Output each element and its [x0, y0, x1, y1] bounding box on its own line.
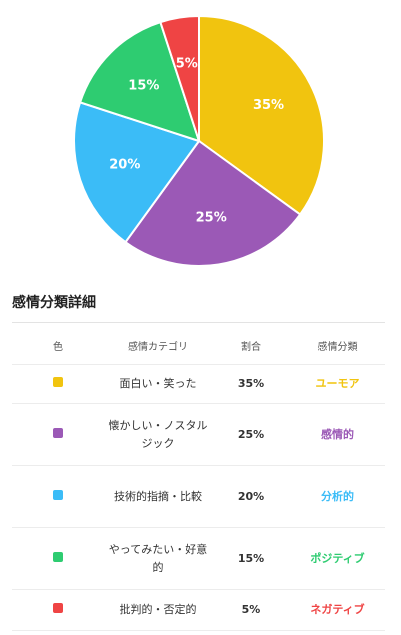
pie-slice-2 [124, 139, 302, 267]
color-swatch [53, 551, 63, 562]
header-class: 感情分類 [290, 326, 385, 365]
slice-data-label: 5% [176, 56, 198, 71]
header-percent: 割合 [212, 326, 290, 365]
header-category: 感情カテゴリ [104, 326, 212, 365]
header-color: 色 [12, 326, 104, 365]
color-swatch [53, 427, 63, 438]
table-row: 技術的指摘・比較 20% 分析的 [12, 465, 385, 528]
pie-slice-3 [73, 101, 201, 244]
slice-data-label: 35% [253, 98, 284, 113]
section-divider [12, 322, 385, 323]
class-cell: ポジティブ [290, 527, 385, 590]
percent-cell: 25% [212, 403, 290, 466]
color-swatch [53, 603, 63, 613]
table-row: 懐かしい・ノスタルジック 25% 感情的 [12, 403, 385, 466]
class-cell: 分析的 [290, 465, 385, 528]
class-cell: ネガティブ [290, 589, 385, 631]
emotion-detail-table: 色 感情カテゴリ 割合 感情分類 面白い・笑った 35% ユーモア 懐かしい・ノ… [12, 326, 385, 631]
percent-cell: 35% [212, 364, 290, 404]
category-cell: 技術的指摘・比較 [104, 465, 212, 528]
emotion-pie-chart: 35% 25% 20% 15% 5% [73, 14, 325, 267]
pie-slice-5 [159, 14, 200, 142]
class-cell: 感情的 [290, 403, 385, 466]
color-swatch [53, 489, 63, 500]
percent-cell: 5% [212, 589, 290, 631]
class-cell: ユーモア [290, 364, 385, 404]
color-swatch [53, 377, 63, 387]
percent-cell: 20% [212, 465, 290, 528]
section-title: 感情分類詳細 [12, 295, 96, 311]
table-row: 面白い・笑った 35% ユーモア [12, 364, 385, 404]
category-cell: 面白い・笑った [104, 364, 212, 404]
table-row: 批判的・否定的 5% ネガティブ [12, 589, 385, 631]
table-header-row: 色 感情カテゴリ 割合 感情分類 [12, 326, 385, 365]
percent-cell: 15% [212, 527, 290, 590]
category-cell: 懐かしい・ノスタルジック [104, 403, 212, 466]
pie-chart-container: 35% 25% 20% 15% 5% [0, 0, 401, 275]
slice-data-label: 15% [128, 78, 159, 93]
category-cell: 批判的・否定的 [104, 589, 212, 631]
pie-slice-1 [198, 14, 325, 216]
slice-data-label: 25% [196, 211, 227, 226]
slice-data-label: 20% [109, 158, 140, 173]
table-row: やってみたい・好意的 15% ポジティブ [12, 527, 385, 590]
category-cell: やってみたい・好意的 [104, 527, 212, 590]
